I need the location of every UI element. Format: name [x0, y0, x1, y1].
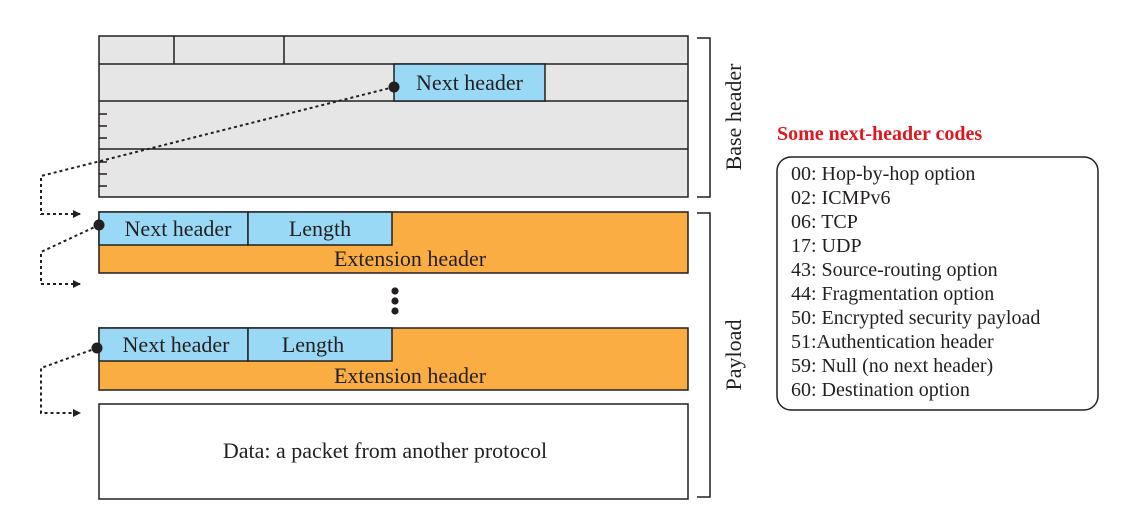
extension-header-label: Extension header: [334, 363, 487, 388]
next-header-field: [98, 327, 249, 362]
extension-header-label: Extension header: [334, 246, 487, 271]
pointer-arrow-3: [40, 347, 98, 417]
pointer-arrow-1: [40, 86, 395, 218]
base-next-header-label: Next header: [416, 70, 524, 95]
ellipsis-dots: [391, 287, 399, 315]
data-block: Data: a packet from another protocol: [98, 403, 689, 500]
legend-box: [776, 156, 1099, 411]
legend-code-item: 17: UDP: [791, 235, 862, 257]
pointer-arrow-2: [40, 224, 100, 288]
legend-code-item: 50: Encrypted security payload: [791, 307, 1040, 329]
base-header-block: [98, 35, 689, 198]
next-header-label: Next header: [123, 332, 231, 357]
legend-code-item: 44: Fragmentation option: [791, 283, 994, 305]
base-header-brace-label: Base header: [721, 63, 746, 171]
length-label: Length: [282, 332, 344, 357]
next-header-label: Next header: [125, 216, 233, 241]
payload-brace-label: Payload: [721, 320, 746, 391]
extension-header-2: Next header Length Extension header: [98, 327, 689, 391]
legend-code-item: 00: Hop-by-hop option: [791, 163, 975, 185]
legend-code-item: 06: TCP: [791, 211, 858, 233]
data-block-label: Data: a packet from another protocol: [223, 438, 547, 463]
length-field: [247, 327, 393, 362]
length-label: Length: [289, 216, 351, 241]
legend-code-item: 60: Destination option: [791, 379, 970, 401]
legend-code-item: 43: Source-routing option: [791, 259, 998, 281]
extension-header-1: Next header Length Extension header: [98, 211, 689, 274]
next-header-pointers: [40, 86, 395, 417]
base-header-brace: Base header: [697, 37, 746, 198]
legend-code-item: 59: Null (no next header): [791, 355, 993, 377]
address-tick-marks: [99, 113, 107, 187]
next-header-codes-legend: Some next-header codes 00: Hop-by-hop op…: [776, 123, 1099, 411]
data-block-box: [98, 403, 689, 500]
length-field: [247, 211, 393, 246]
legend-code-item: 02: ICMPv6: [791, 187, 890, 209]
legend-code-item: 51:Authentication header: [791, 331, 994, 353]
legend-title: Some next-header codes: [777, 123, 982, 145]
base-next-header-field: [393, 63, 546, 102]
payload-brace: Payload: [697, 212, 746, 498]
base-header: Next header: [98, 35, 689, 198]
pointer-origin-dots: [91, 81, 400, 354]
